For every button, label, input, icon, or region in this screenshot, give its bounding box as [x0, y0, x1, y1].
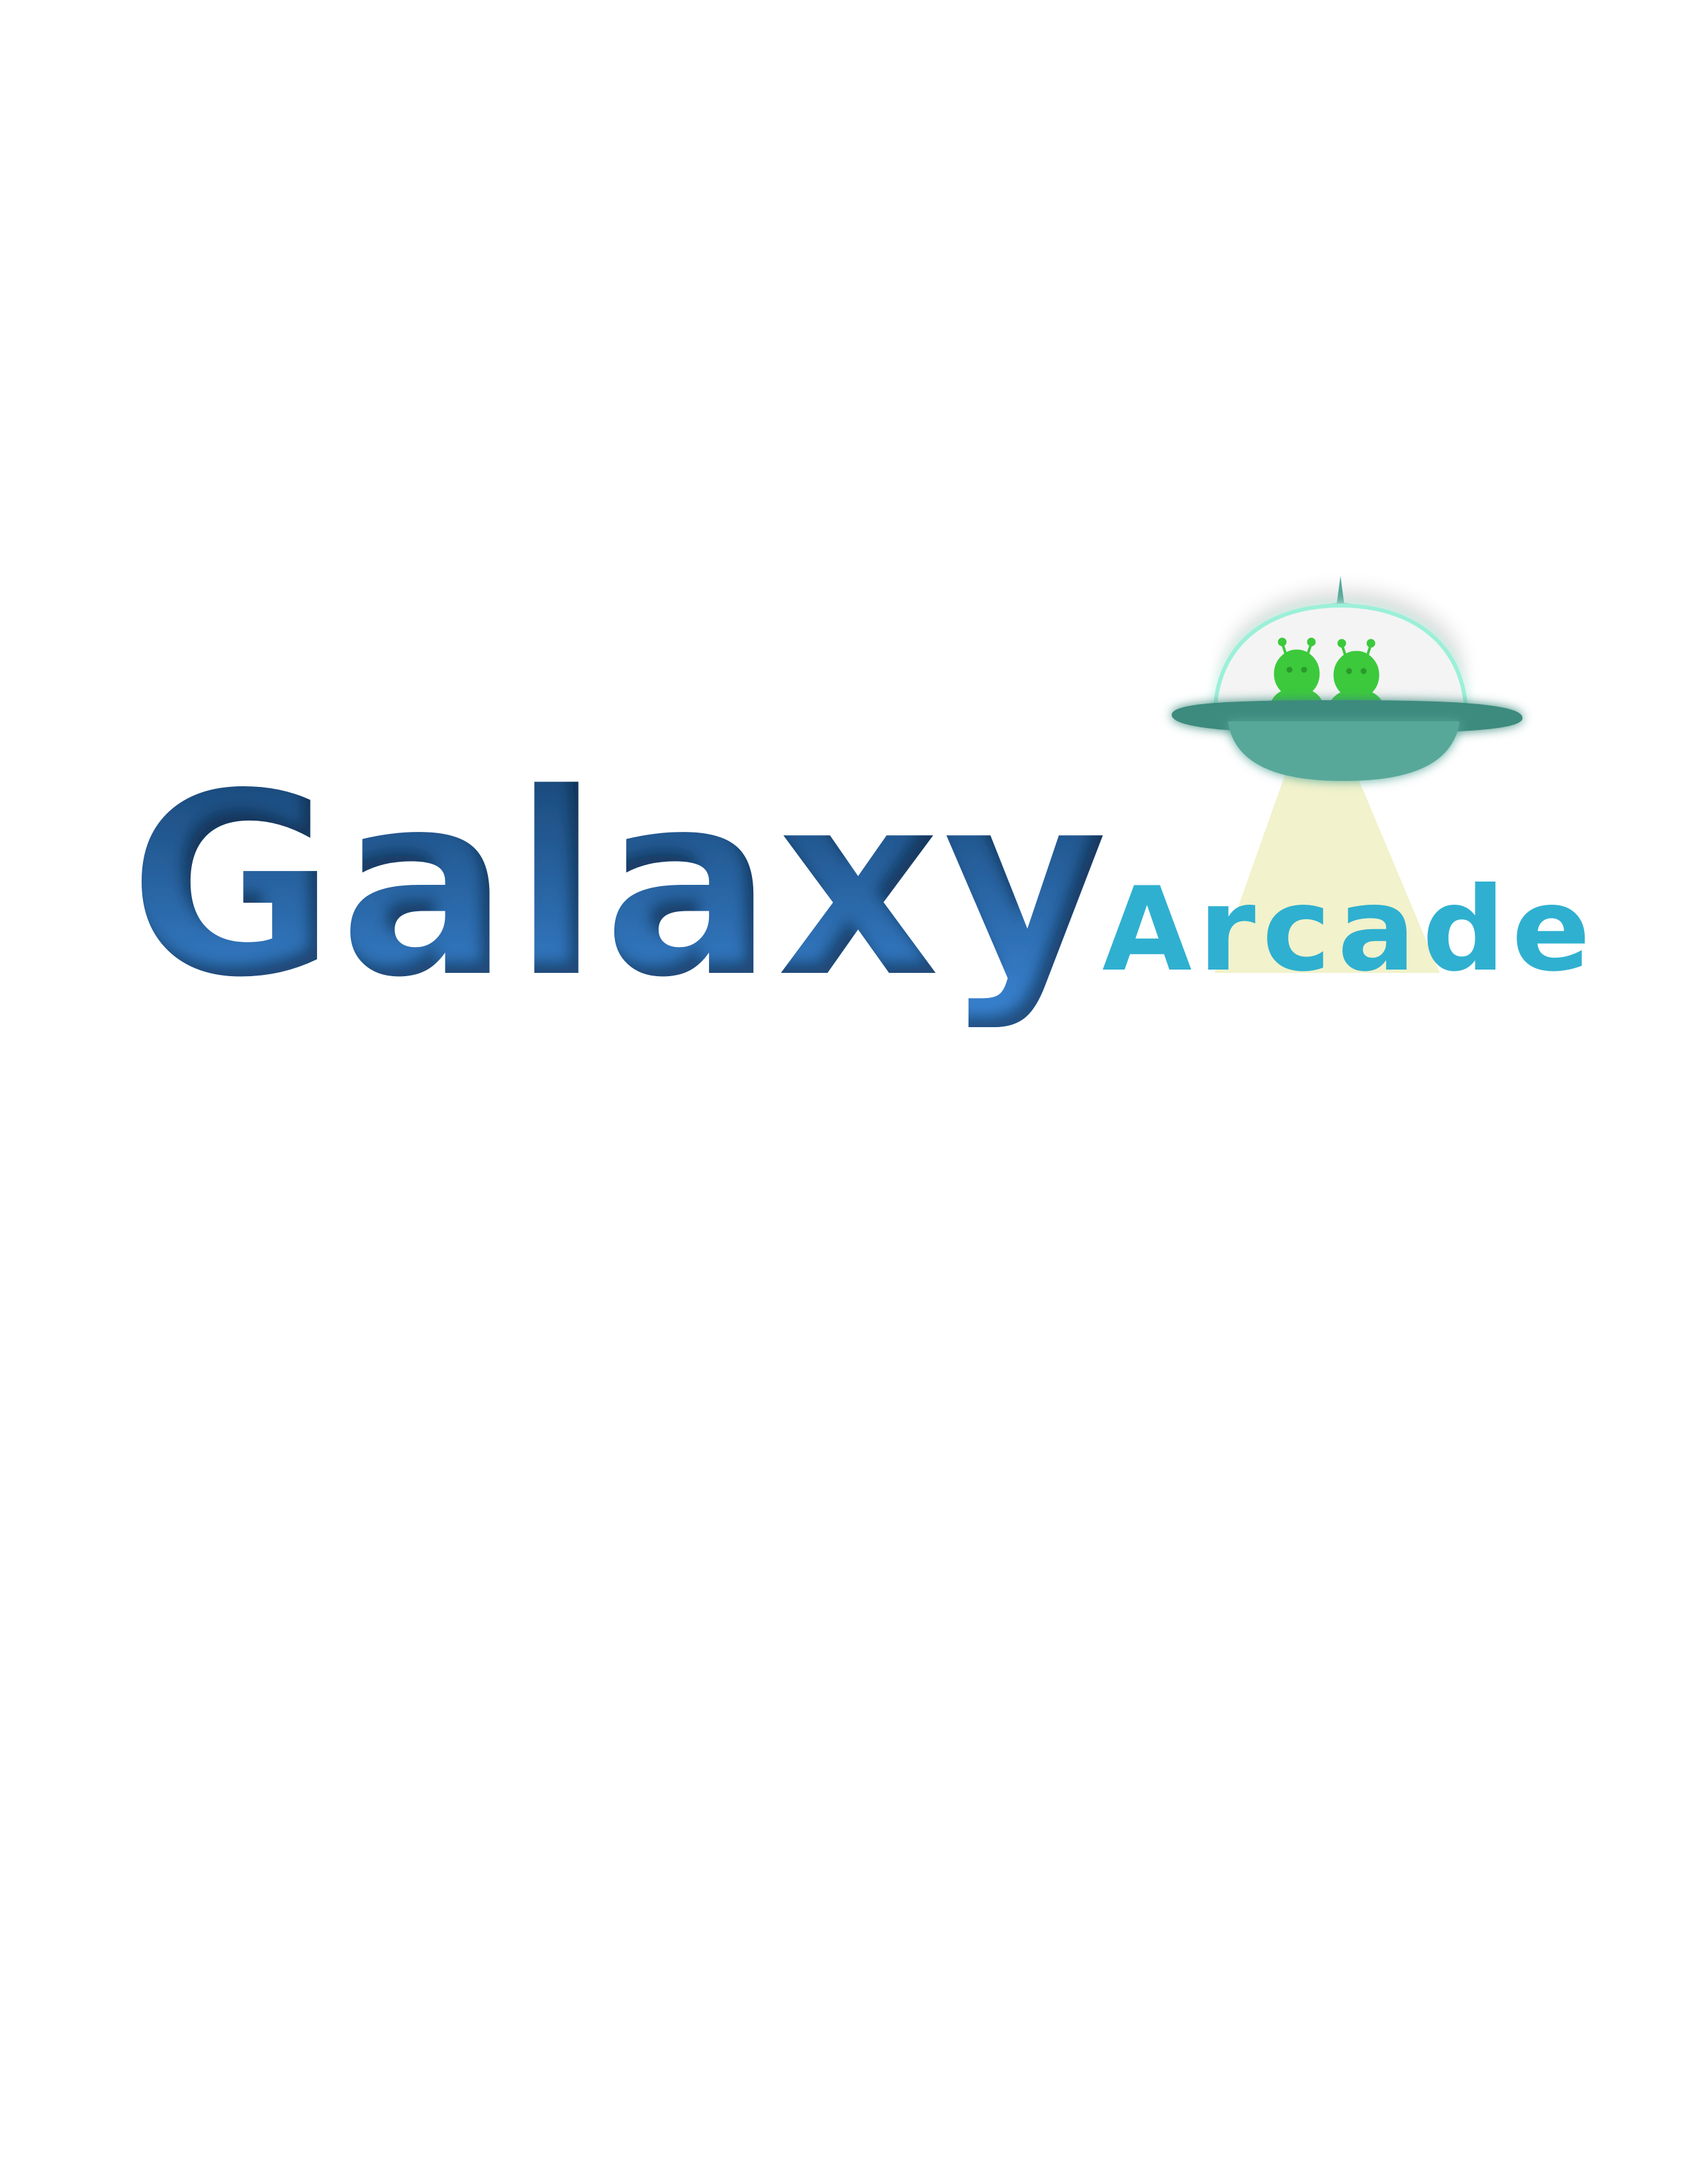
alien-icon	[1267, 637, 1327, 722]
logo-main-word: Galaxy	[129, 739, 1111, 1032]
light-beam-icon	[1215, 768, 1440, 973]
ufo-icon	[1172, 576, 1523, 781]
logo-sub-word: Arcade	[1102, 863, 1597, 997]
